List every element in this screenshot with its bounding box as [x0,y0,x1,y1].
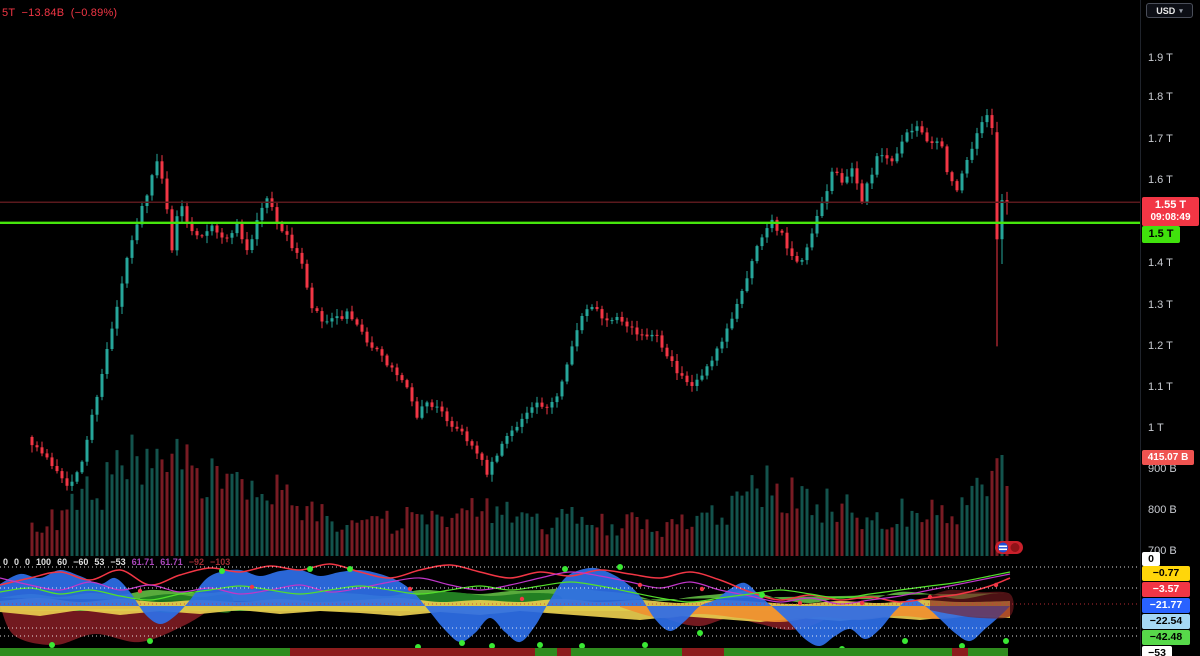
indicator-legend-value: 0 [14,557,20,567]
indicator-legend-value: 0 [3,557,9,567]
axis-label: 1.4 T [1148,257,1173,269]
axis-label: 1 T [1148,422,1164,434]
indicator-legend-value: −92 [188,557,205,567]
indicator-value-tag: −22.54 [1142,614,1190,629]
indicator-legend-value: 0 [25,557,31,567]
indicator-legend-value: 61.71 [131,557,155,567]
signal-strip [0,648,1008,656]
watermark-logo [995,541,1023,554]
axis-label: 1.8 T [1148,91,1173,103]
axis-label: 1.7 T [1148,133,1173,145]
volume-value-tag: 415.07 B [1142,450,1194,465]
axis-label: 1.6 T [1148,174,1173,186]
axis-label: 1.2 T [1148,340,1173,352]
indicator-value-tag: −53 [1142,646,1172,656]
price-scale[interactable]: 1.9 T 1.8 T 1.7 T 1.6 T 1.4 T 1.3 T 1.2 T 1.1 T… [1140,0,1200,656]
axis-label: 1.1 T [1148,381,1173,393]
volume-bars [30,434,1009,556]
indicator-legend-value: 60 [57,557,68,567]
symbol-legend[interactable]: 5T −13.84B (−0.89%) [2,7,118,19]
indicator-legend-value: −53 [110,557,126,567]
axis-label: 800 B [1148,504,1177,516]
axis-label: 1.3 T [1148,299,1173,311]
axis-label: 1.9 T [1148,52,1173,64]
indicator-panel [0,563,1140,652]
currency-label: USD [1156,5,1176,16]
last-price-tag: 1.55 T 09:08:49 [1142,197,1199,226]
indicator-value-tag: 0 [1142,552,1160,566]
indicator-value-tag: −0.77 [1142,566,1190,581]
currency-dropdown[interactable]: USD ▾ [1146,3,1193,18]
indicator-legend-value: −60 [73,557,89,567]
axis-label: 900 B [1148,463,1177,475]
chevron-down-icon: ▾ [1179,7,1183,15]
indicator-legend-value: 61.71 [160,557,183,567]
support-level-tag: 1.5 T [1142,226,1180,243]
indicator-value-tag: −42.48 [1142,630,1190,645]
indicator-legend-value: −103 [210,557,231,567]
candlesticks [30,108,1009,491]
indicator-value-tag: −21.77 [1142,598,1190,613]
indicator-legend-value: 100 [36,557,52,567]
indicator-legend-value: 53 [94,557,105,567]
indicator-values-legend: 0 0 0 100 60 −60 53 −53 61.71 61.71 −92 −103 [3,557,230,567]
indicator-value-tag: −3.57 [1142,582,1190,597]
